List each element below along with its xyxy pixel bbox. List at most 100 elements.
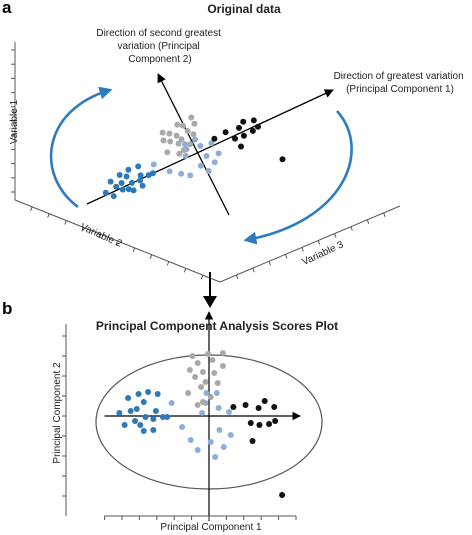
data-point <box>203 390 210 396</box>
variable-3-tick <box>268 261 272 266</box>
data-point <box>160 137 167 144</box>
data-point <box>271 404 278 410</box>
data-point <box>232 135 238 142</box>
data-point <box>179 122 186 129</box>
data-point <box>140 428 147 434</box>
data-point <box>255 123 261 130</box>
data-point <box>266 421 273 427</box>
data-point <box>137 172 144 179</box>
data-point <box>166 130 173 137</box>
data-point <box>179 424 186 430</box>
data-point <box>247 420 254 426</box>
data-point <box>125 186 132 193</box>
data-point <box>192 136 198 143</box>
data-point <box>137 422 144 428</box>
data-point <box>219 363 226 369</box>
data-point <box>110 193 117 200</box>
data-point <box>139 182 146 189</box>
data-point <box>150 161 157 168</box>
data-point <box>132 418 139 424</box>
variable-2-tick <box>183 268 187 273</box>
data-point <box>159 414 166 420</box>
pc1-annotation-line-2: (Principal Component 1) <box>346 84 454 95</box>
data-point <box>102 189 109 196</box>
data-point <box>125 395 132 401</box>
variable-3-tick <box>235 274 239 280</box>
variable-2-tick <box>115 240 118 246</box>
data-point <box>149 170 156 177</box>
panel-a-points <box>102 114 286 200</box>
data-point <box>175 140 182 147</box>
data-point <box>125 166 132 173</box>
data-point <box>145 389 152 395</box>
data-point <box>123 173 130 180</box>
scores-plot <box>62 311 323 521</box>
variable-3-tick <box>301 247 304 252</box>
data-point <box>197 142 204 149</box>
data-point <box>164 149 171 156</box>
panel-b-title: Principal Component Analysis Scores Plot <box>96 319 338 333</box>
data-point <box>198 384 205 390</box>
pc2-annotation: Direction of second greatest variation (… <box>96 28 223 65</box>
pc1-direction-arrow <box>86 89 334 205</box>
data-point <box>272 418 279 424</box>
data-point <box>137 177 143 184</box>
data-point <box>178 170 185 177</box>
data-point <box>187 437 194 443</box>
data-point <box>150 416 157 422</box>
variable-2-tick <box>98 233 101 239</box>
data-point <box>187 172 194 179</box>
pc2-direction-arrow <box>157 73 230 216</box>
data-point <box>167 138 174 145</box>
data-point <box>128 179 135 186</box>
variable-2-tick <box>166 261 170 266</box>
data-point <box>205 168 212 174</box>
data-point <box>211 370 218 376</box>
data-point <box>133 406 140 412</box>
data-point <box>107 178 114 185</box>
data-point <box>119 186 126 193</box>
data-point <box>205 351 212 357</box>
data-point <box>184 128 191 134</box>
data-point <box>121 422 128 428</box>
variable-3-tick <box>366 219 370 224</box>
data-point <box>249 438 256 444</box>
x-axis-label: Principal Component 1 <box>160 522 262 533</box>
data-point <box>226 409 233 415</box>
data-point <box>180 147 187 153</box>
variable-3-tick <box>317 240 321 245</box>
panel-a-label: a <box>2 0 12 17</box>
data-point <box>255 405 262 411</box>
variable-2-tick <box>149 254 153 259</box>
data-point <box>199 410 206 416</box>
data-point <box>174 121 181 128</box>
data-point <box>242 402 249 408</box>
variable-2-tick <box>64 220 67 225</box>
variable-2-tick <box>47 213 50 218</box>
variable-3-tick <box>350 226 353 231</box>
data-point <box>118 180 125 186</box>
scores-plot-points <box>116 350 286 498</box>
data-point <box>249 127 256 134</box>
data-point <box>199 399 206 405</box>
data-point <box>188 114 195 121</box>
data-point <box>176 150 183 157</box>
data-point <box>207 439 214 445</box>
data-point <box>194 447 201 453</box>
data-point <box>240 118 247 125</box>
data-point <box>164 414 171 420</box>
data-point <box>236 124 242 131</box>
pc2-annotation-line-1: Direction of second greatest <box>96 28 221 39</box>
data-point <box>130 187 137 194</box>
variable-3-label: Variable 3 <box>301 239 346 268</box>
data-point <box>238 143 244 150</box>
data-point <box>216 427 223 433</box>
data-point <box>202 379 209 385</box>
data-point <box>152 408 159 414</box>
data-point <box>182 152 189 159</box>
data-point <box>135 391 142 397</box>
right-rotation-arrow <box>243 110 353 245</box>
data-point <box>194 360 201 366</box>
data-point <box>230 404 237 410</box>
data-point <box>256 422 263 428</box>
